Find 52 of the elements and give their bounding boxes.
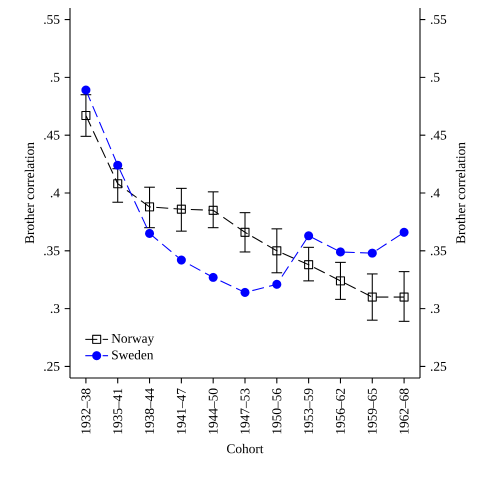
y2-tick-label: .4: [430, 188, 440, 198]
point: [176, 204, 186, 214]
y2-tick-label: .3: [430, 304, 440, 314]
point: [208, 206, 218, 215]
legend-label: Sweden: [112, 350, 154, 360]
point: [176, 256, 186, 265]
y-axis-title: Brother correlation: [24, 142, 34, 244]
point: [81, 110, 90, 120]
y2-tick-label: .35: [430, 246, 446, 256]
x-tick-label: 1953–59: [304, 388, 314, 434]
y2-tick-label: .45: [430, 130, 446, 140]
x-tick-label: 1962–68: [400, 388, 409, 434]
point: [208, 272, 218, 282]
point: [240, 228, 250, 237]
y-tick-label: .5: [50, 72, 60, 82]
y-tick-label: .25: [44, 362, 60, 371]
x-tick-label: 1956–62: [336, 388, 345, 434]
x-tick-label: 1947–53: [240, 388, 250, 434]
point: [113, 160, 122, 170]
x-tick-label: 1959–65: [368, 388, 377, 434]
y2-tick-label: .55: [430, 15, 446, 24]
x-tick-label: 1938–44: [145, 388, 154, 434]
y2-tick-label: .25: [430, 362, 446, 371]
y-tick-label: .4: [50, 188, 60, 198]
y-tick-label: .45: [44, 130, 60, 140]
x-axis-title: Cohort: [227, 444, 264, 454]
y2-tick-label: .5: [430, 72, 440, 82]
x-tick-label: 1944–50: [208, 388, 218, 434]
x-tick-label: 1950–56: [272, 388, 282, 434]
y-tick-label: .55: [44, 15, 60, 24]
y-tick-label: .3: [50, 304, 60, 314]
x-tick-label: 1935–41: [113, 388, 122, 434]
point: [368, 248, 377, 258]
point: [272, 246, 282, 256]
y2-axis-title: Brother correlation: [456, 142, 466, 244]
point: [368, 292, 377, 302]
point: [304, 231, 314, 240]
point: [240, 288, 250, 297]
point: [81, 86, 90, 95]
point: [304, 260, 314, 270]
point: [336, 276, 345, 286]
point: [400, 228, 409, 237]
point: [400, 292, 409, 302]
legend-label: Norway: [112, 334, 154, 346]
x-tick-label: 1932–38: [81, 388, 90, 434]
point: [272, 280, 282, 289]
point: [145, 228, 154, 238]
point: [113, 179, 122, 188]
point: [336, 247, 345, 256]
point: [145, 202, 154, 212]
x-tick-label: 1941–47: [176, 388, 186, 434]
y-tick-label: .35: [44, 246, 60, 256]
